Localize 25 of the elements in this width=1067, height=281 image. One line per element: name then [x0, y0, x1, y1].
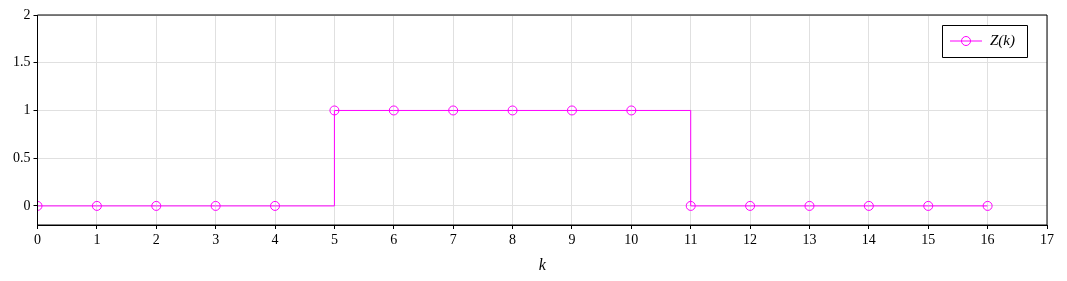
- x-tick-label: 16: [980, 232, 995, 248]
- x-tick-label: 12: [743, 232, 758, 248]
- x-tick-label: 2: [152, 232, 160, 248]
- y-tick-label: 0.5: [13, 149, 31, 165]
- x-tick-label: 11: [683, 232, 698, 248]
- y-tick-label: 1: [23, 102, 31, 118]
- y-tick-label: 1.5: [13, 54, 31, 70]
- y-tick-label: 0: [23, 197, 31, 213]
- x-tick-label: 0: [34, 232, 41, 248]
- x-tick-label: 14: [861, 232, 876, 248]
- legend-label: Z(k): [990, 31, 1016, 49]
- x-tick-label: 9: [568, 232, 576, 248]
- x-axis-title: k: [538, 255, 547, 273]
- x-tick-label: 4: [271, 232, 279, 248]
- x-tick-label: 17: [1040, 232, 1054, 248]
- x-tick-label: 10: [624, 232, 639, 248]
- x-tick-label: 1: [93, 232, 101, 248]
- x-tick-label: 3: [212, 232, 220, 248]
- y-tick-label: 2: [23, 6, 31, 22]
- x-tick-label: 5: [330, 232, 338, 248]
- x-tick-label: 15: [921, 232, 936, 248]
- x-tick-label: 7: [449, 232, 457, 248]
- x-tick-label: 8: [509, 232, 517, 248]
- x-tick-label: 6: [390, 232, 398, 248]
- x-tick-label: 13: [802, 232, 817, 248]
